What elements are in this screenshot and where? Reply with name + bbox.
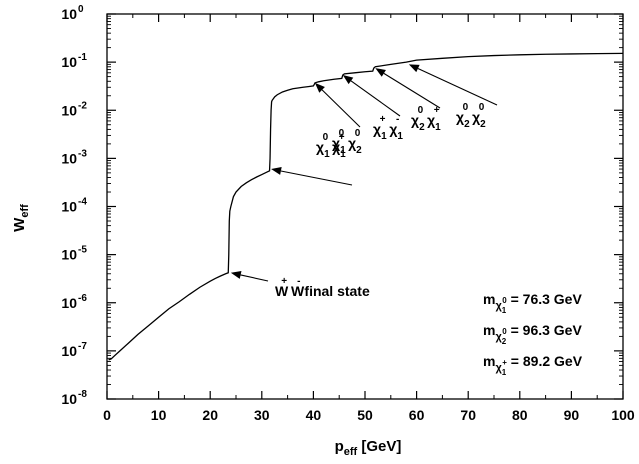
x-tick-label: 80 <box>512 407 528 423</box>
annotation-arrowhead <box>342 75 354 85</box>
mass-label: mχ20 = 96.3 GeV <box>483 322 582 346</box>
y-tick-label: 10-3 <box>61 148 87 166</box>
y-tick-label: 10-7 <box>61 341 87 359</box>
annotation-arrow <box>350 80 401 117</box>
annotation-label: χ10 χ1+ <box>316 132 346 160</box>
annotation-label: χ1+ χ1- <box>373 114 403 142</box>
series-line <box>108 52 624 361</box>
x-tick-label: 30 <box>254 407 270 423</box>
y-tick-label: 10-4 <box>61 197 87 215</box>
x-tick-label: 0 <box>103 407 111 423</box>
x-tick-label: 20 <box>202 407 218 423</box>
annotation-label: W+ W- final state <box>275 276 370 299</box>
annotation-arrowhead <box>375 68 386 77</box>
annotation-arrow <box>240 274 269 282</box>
y-tick-label: 10-1 <box>61 52 87 70</box>
x-tick-label: 60 <box>409 407 425 423</box>
x-tick-label: 50 <box>357 407 373 423</box>
x-tick-label: 100 <box>611 407 635 423</box>
y-tick-label: 10-8 <box>61 389 87 407</box>
annotation-label: χ20 χ1+ <box>411 105 441 133</box>
annotation-arrowhead <box>230 271 242 279</box>
annotation-arrowhead <box>271 167 282 175</box>
annotation-arrowhead <box>314 82 325 93</box>
y-tick-label: 10-2 <box>61 100 87 118</box>
x-tick-labels: 0 10 20 30 40 50 60 70 80 90 100 <box>103 407 635 423</box>
annotation-arrows <box>230 64 498 282</box>
y-tick-label: 10-5 <box>61 245 87 263</box>
annotation-label: χ10 χ20 <box>332 128 362 156</box>
x-tick-label: 10 <box>151 407 167 423</box>
y-tick-labels: 100 10-1 10-2 10-3 10-4 10-5 10-6 10-7 10-8 <box>61 4 87 407</box>
annotation-arrow <box>321 89 361 128</box>
annotation-arrow <box>417 68 498 106</box>
mass-labels: mχ10 = 76.3 GeV mχ20 = 96.3 GeV mχ1+ = 89.… <box>483 291 583 377</box>
x-tick-label: 70 <box>460 407 476 423</box>
axis-ticks <box>106 13 624 400</box>
x-tick-label: 90 <box>564 407 580 423</box>
annotation-arrowhead <box>408 64 420 73</box>
y-axis-label: Weff <box>11 204 31 232</box>
x-axis-label: peff [GeV] <box>335 438 402 458</box>
y-tick-label: 10-6 <box>61 293 87 311</box>
y-tick-label: 100 <box>61 4 84 22</box>
annotation-label: χ20 χ20 <box>456 102 486 130</box>
mass-label: mχ10 = 76.3 GeV <box>483 291 582 315</box>
annotation-arrow <box>280 170 353 186</box>
annotation-arrow <box>383 72 441 109</box>
mass-label: mχ1+ = 89.2 GeV <box>483 353 583 377</box>
x-tick-label: 40 <box>306 407 322 423</box>
annotations: W+ W- final state χ10 χ1+χ10 χ20 χ1+ χ1- χ2… <box>275 102 486 299</box>
